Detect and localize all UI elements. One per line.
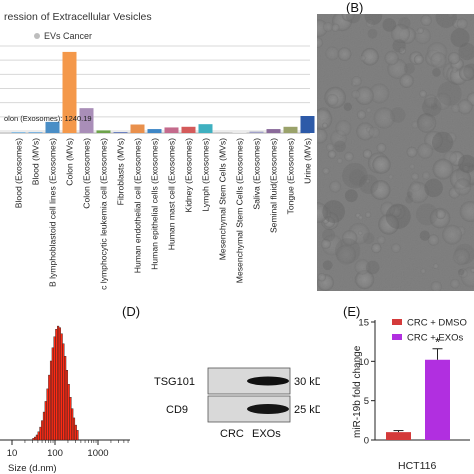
- size-distribution-chart: 10 100 1000 Size (d.nm): [0, 325, 130, 474]
- histogram-bar: [48, 374, 51, 441]
- bar-5: [96, 130, 111, 133]
- x-tick-label-15: Seminal fluid(Exosomes): [269, 138, 279, 233]
- x-tick-label-0: Blood (Exosomes): [14, 138, 24, 208]
- bar-chart-ev-expression: ression of Extracellular Vesicles EVs Ca…: [0, 11, 315, 290]
- chart-d-xlabel: Size (d.nm): [8, 463, 57, 474]
- bar-0: [11, 132, 26, 133]
- histogram-bar: [58, 327, 61, 441]
- chart-e-xlabel: HCT116: [398, 460, 436, 472]
- bar-3: [62, 51, 77, 133]
- bar-10: [181, 126, 196, 133]
- chart-a-annotation: olon (Exosomes): 1240.19: [4, 114, 92, 123]
- legend-label-1: CRC + EXOs: [407, 333, 463, 344]
- x-tick-label: 1000: [87, 448, 108, 459]
- blot-size-tsg101: 30 kDa: [294, 376, 320, 388]
- band-cd9-exos: [247, 404, 289, 414]
- x-tick-label-14: Saliva (Exosomes): [252, 138, 262, 210]
- blot-column-exos: EXOs: [252, 428, 281, 440]
- histogram-bar: [41, 420, 44, 441]
- legend-swatch-1: [392, 334, 402, 340]
- histogram-bar: [65, 370, 69, 441]
- panel-d-label: (D): [122, 304, 141, 319]
- histogram-bar: [39, 426, 42, 441]
- histogram-bar: [46, 388, 49, 441]
- x-tick-label: 10: [7, 448, 18, 459]
- x-tick-label: 100: [47, 448, 63, 459]
- x-tick-label-6: Fibroblasts (MVs): [116, 138, 126, 205]
- bar-6: [113, 132, 128, 133]
- legend-swatch-0: [392, 319, 402, 325]
- bar-4: [79, 108, 94, 133]
- bar-12: [215, 132, 230, 133]
- bar-14: [249, 131, 264, 133]
- x-tick-label-1: Blood (MVs): [31, 138, 41, 185]
- x-tick-label-9: Human mast cell (Exosomes): [167, 138, 177, 250]
- bar-16: [283, 126, 298, 133]
- bar-13: [232, 132, 247, 133]
- bar-9: [164, 127, 179, 133]
- chart-e-ylabel: miR-19b fold change: [352, 345, 363, 438]
- x-tick-label-3: Colon (MVs): [65, 138, 75, 186]
- bar-crc-exos: [425, 359, 450, 440]
- x-tick-label-8: Human epithelial cells (Exosomes): [150, 138, 160, 270]
- blot-label-tsg101: TSG101: [154, 376, 195, 388]
- panel-e-label: (E): [343, 304, 361, 319]
- western-blot: TSG101 CD9 30 kDa 25 kDa CRC EXOs: [154, 367, 320, 440]
- electron-micrograph-image: [317, 14, 474, 291]
- y-tick-label: 5: [364, 396, 369, 407]
- x-tick-label-4: Colon (Exosomes): [82, 138, 92, 209]
- histogram-bar: [74, 424, 77, 441]
- blot-size-cd9: 25 kDa: [294, 404, 320, 416]
- histogram-bar: [76, 430, 79, 441]
- histogram-bar: [34, 436, 37, 441]
- histogram-bar: [72, 417, 76, 441]
- y-tick-label: 10: [358, 357, 369, 368]
- blot-column-crc: CRC: [220, 428, 244, 440]
- histogram-bar: [35, 434, 39, 441]
- bar-2: [45, 121, 60, 133]
- legend-label-0: CRC + DMSO: [407, 318, 467, 329]
- bar-11: [198, 124, 213, 133]
- panel-b-label: (B): [346, 0, 364, 15]
- mir19b-fold-change-chart: 0 5 10 15 CRC + DMSO *CRC + EXOs miR-19b fold…: [352, 318, 470, 472]
- histogram-bar: [71, 408, 74, 441]
- y-tick-label: 0: [364, 436, 369, 447]
- bar-crc-dmso: [386, 432, 411, 440]
- x-tick-label-17: Urine (MVs): [303, 138, 313, 184]
- histogram-bar: [62, 343, 65, 441]
- chart-a-title: ression of Extracellular Vesicles: [4, 11, 152, 23]
- histogram-bar: [51, 347, 54, 441]
- x-tick-label-13: Mesenchymal Stem Cells (Exosomes): [235, 138, 245, 283]
- histogram-bar: [44, 401, 47, 441]
- x-tick-label-16: Tongue (Exosomes): [286, 138, 296, 215]
- bar-7: [130, 124, 145, 133]
- x-tick-label-5: Chronic lymphocytic leukemia cell (Exoso…: [99, 138, 109, 290]
- bar-15: [266, 129, 281, 133]
- x-tick-label-12: Mesenchymal Stem Cells (MVs): [218, 138, 228, 260]
- legend-marker-evs-cancer: [34, 33, 40, 39]
- bar-17: [300, 116, 315, 133]
- histogram-bar: [53, 336, 56, 441]
- legend-label-evs-cancer: EVs Cancer: [44, 31, 92, 41]
- y-tick-label: 15: [358, 318, 369, 329]
- significance-marker: *: [435, 335, 440, 350]
- histogram-bar: [60, 333, 63, 441]
- x-tick-label-10: Kidney (Exosomes): [184, 138, 194, 213]
- histogram-bar: [69, 397, 72, 441]
- histogram-bar: [32, 438, 35, 441]
- band-tsg101-exos: [247, 376, 289, 386]
- bar-1: [28, 132, 43, 133]
- histogram-bar: [49, 360, 53, 441]
- histogram-bar: [64, 356, 67, 441]
- bar-8: [147, 129, 162, 133]
- blot-label-cd9: CD9: [166, 404, 188, 416]
- x-tick-label-11: Lymph (Exosomes): [201, 138, 211, 212]
- histogram-bar: [42, 411, 46, 441]
- histogram-bar: [37, 431, 40, 441]
- histogram-bar: [55, 329, 58, 441]
- histogram-bar: [67, 384, 70, 441]
- histogram-bar: [57, 325, 60, 441]
- x-tick-label-7: Human endothelial cell (Exosomes): [133, 138, 143, 273]
- x-tick-label-2: B lymphoblastoid cell lines (Exosomes): [48, 138, 58, 287]
